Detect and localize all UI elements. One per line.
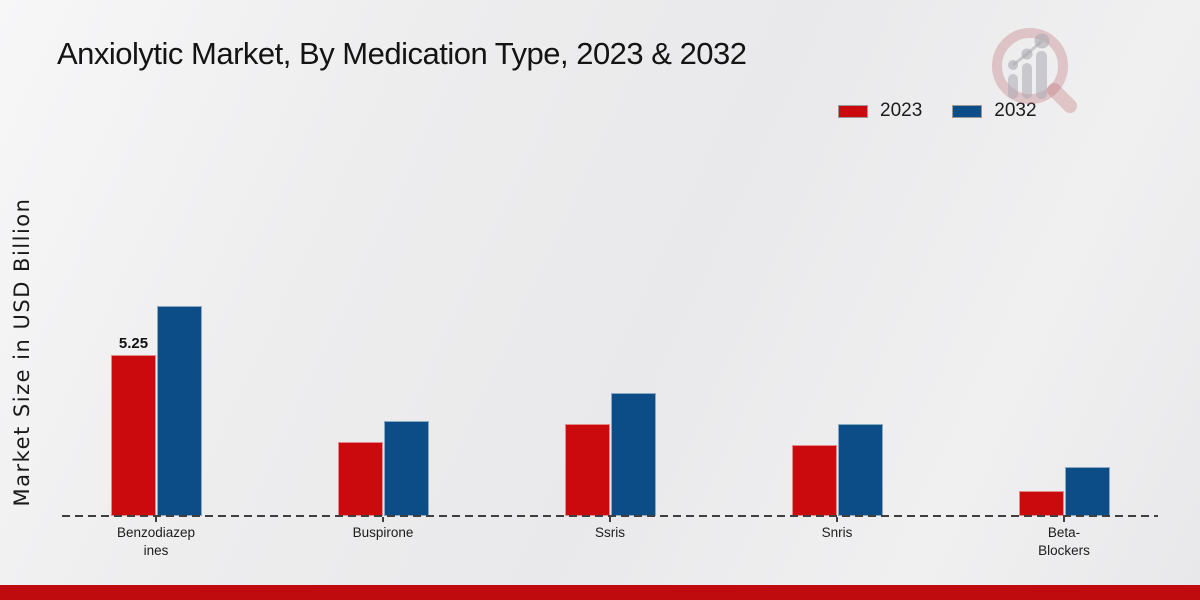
category-label-benzodiazepines: Benzodiazep ines (116, 525, 196, 558)
y-axis-label: Market Size in USD Billion (10, 197, 34, 507)
legend-item-2023: 2023 (838, 100, 922, 122)
bar-2032-buspirone (384, 421, 429, 516)
legend-label-2023: 2023 (880, 100, 923, 121)
x-axis-tick (1063, 517, 1065, 522)
legend: 2023 2032 (838, 100, 1037, 122)
legend-swatch-2023-icon (838, 104, 868, 118)
bar-value-label: 5.25 (118, 335, 149, 352)
x-axis-tick (836, 517, 838, 522)
bar-2023-beta-blockers (1019, 491, 1064, 516)
category-label-ssris: Ssris (595, 525, 625, 540)
x-axis-line (62, 515, 1158, 517)
category-label-beta-blockers: Beta- Blockers (1038, 525, 1090, 558)
bar-2032-ssris (611, 393, 656, 516)
bar-2023-benzodiazepines (111, 355, 156, 516)
category-label-snris: Snris (821, 525, 853, 540)
bar-2032-beta-blockers (1065, 467, 1110, 516)
footer-accent-bar (0, 585, 1200, 600)
legend-item-2032: 2032 (952, 100, 1037, 122)
legend-label-2032: 2032 (994, 100, 1037, 121)
category-label-buspirone: Buspirone (352, 525, 414, 540)
chart-title: Anxiolytic Market, By Medication Type, 2… (57, 36, 747, 71)
bar-2032-benzodiazepines (157, 306, 202, 516)
bar-2032-snris (838, 424, 883, 516)
magnifier-growth-logo-icon (992, 28, 1077, 113)
legend-swatch-2032-icon (952, 104, 983, 118)
bar-2023-snris (792, 445, 837, 516)
x-axis-tick (382, 517, 384, 522)
x-axis-tick (155, 517, 157, 522)
x-axis-tick (609, 517, 611, 522)
bar-2023-buspirone (338, 442, 383, 516)
bar-2023-ssris (565, 424, 610, 516)
